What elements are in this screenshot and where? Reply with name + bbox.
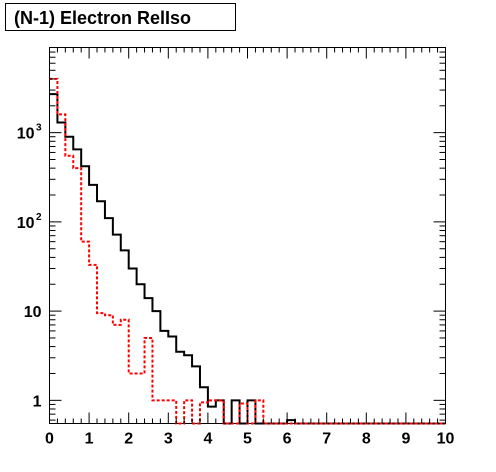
x-tick-label: 5 bbox=[243, 431, 252, 448]
y-tick-label: 10 bbox=[17, 215, 35, 232]
x-tick-label: 8 bbox=[362, 431, 371, 448]
x-tick-label: 6 bbox=[283, 431, 292, 448]
y-tick-label: 1 bbox=[33, 393, 42, 410]
title-box bbox=[5, 3, 236, 31]
title-text: (N-1) Electron RelIso bbox=[14, 8, 191, 28]
plot-frame bbox=[49, 47, 446, 424]
x-tick-label: 0 bbox=[45, 431, 54, 448]
y-tick-label: 10 bbox=[24, 304, 42, 321]
x-tick-label: 10 bbox=[437, 431, 455, 448]
y-tick-exponent: 2 bbox=[36, 212, 42, 223]
x-tick-label: 2 bbox=[124, 431, 133, 448]
y-tick-label: 10 bbox=[17, 126, 35, 143]
x-tick-label: 1 bbox=[85, 431, 94, 448]
x-tick-label: 3 bbox=[164, 431, 173, 448]
chart-title: (N-1) Electron RelIso bbox=[5, 3, 236, 31]
x-tick-label: 4 bbox=[203, 431, 212, 448]
x-tick-label: 7 bbox=[322, 431, 331, 448]
y-tick-exponent: 3 bbox=[36, 123, 42, 134]
x-tick-label: 9 bbox=[401, 431, 410, 448]
